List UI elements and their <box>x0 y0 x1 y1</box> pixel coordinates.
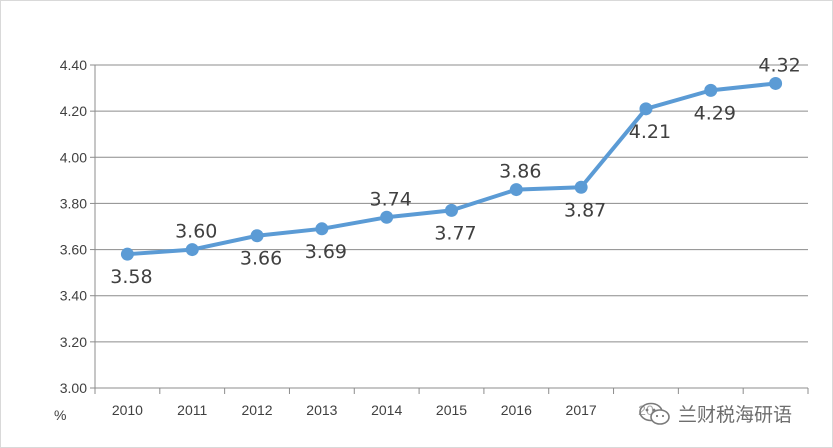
y-tick-label: 3.40 <box>60 288 87 304</box>
data-label: 3.77 <box>434 222 476 244</box>
data-label: 3.66 <box>240 248 282 270</box>
data-point <box>639 102 653 116</box>
x-tick-label: 2014 <box>371 402 402 418</box>
wechat-icon <box>639 402 670 425</box>
axes <box>90 65 808 389</box>
data-point <box>509 183 523 197</box>
data-point <box>704 83 718 97</box>
data-point <box>769 76 783 90</box>
y-tick-label: 3.20 <box>60 334 87 350</box>
y-tick-label: 4.40 <box>60 57 87 73</box>
grid-lines <box>95 64 808 343</box>
data-labels: 3.58 3.60 3.66 3.69 3.74 3.77 3.86 3.87 4.21 4.29… <box>110 54 800 288</box>
data-point <box>185 243 199 257</box>
data-label: 3.87 <box>564 199 606 221</box>
y-tick-label: 4.20 <box>60 103 87 119</box>
y-tick-label: 3.00 <box>60 380 87 396</box>
data-point <box>315 222 329 236</box>
x-tick-label: 2011 <box>177 402 207 418</box>
series <box>120 76 783 261</box>
y-tick-label: 3.80 <box>60 195 87 211</box>
data-label: 3.58 <box>110 266 152 288</box>
x-tick-label: 2015 <box>436 402 467 418</box>
data-label: 3.60 <box>175 221 217 243</box>
data-label: 4.21 <box>629 121 671 143</box>
y-axis-ticks: 3.00 3.20 3.40 3.60 3.80 4.00 4.20 4.40 <box>60 57 95 396</box>
data-label: 3.86 <box>499 161 541 183</box>
x-tick-label: 2016 <box>501 402 532 418</box>
data-point <box>574 180 588 194</box>
x-tick-label: 2013 <box>306 402 337 418</box>
y-tick-label: 3.60 <box>60 242 87 258</box>
data-point <box>250 229 264 243</box>
x-tick-label: 2017 <box>566 402 597 418</box>
data-label: 3.74 <box>370 188 412 210</box>
data-label: 4.32 <box>758 54 800 76</box>
watermark-text: 兰财税海研语 <box>678 404 793 426</box>
y-tick-label: 4.00 <box>60 149 87 165</box>
data-point <box>120 247 134 261</box>
watermark: 兰财税海研语 <box>634 398 797 429</box>
data-point <box>380 210 394 224</box>
data-label: 4.29 <box>694 102 736 124</box>
x-tick-label: 2010 <box>112 402 143 418</box>
data-label: 3.69 <box>305 241 347 263</box>
x-tick-label: 2012 <box>241 402 272 418</box>
data-point <box>445 203 458 217</box>
y-unit-label: % <box>54 407 66 423</box>
